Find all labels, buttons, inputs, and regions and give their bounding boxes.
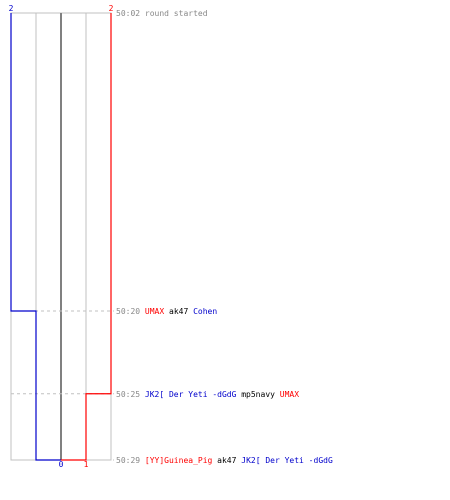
event-weapon: ak47 [217, 456, 241, 465]
axis-tick-label: 2 [109, 4, 114, 13]
event-time: 50:20 [116, 307, 145, 316]
event-row: 50:25 JK2[ Der Yeti -dGdG mp5navy UMAX [116, 390, 299, 399]
event-player: JK2[ Der Yeti -dGdG [145, 390, 241, 399]
event-weapon: ak47 [169, 307, 193, 316]
event-row: 50:20 UMAX ak47 Cohen [116, 307, 217, 316]
event-player: JK2[ Der Yeti -dGdG [241, 456, 333, 465]
event-player: UMAX [280, 390, 299, 399]
axis-tick-label: 1 [84, 460, 89, 469]
event-player: [YY]Guinea_Pig [145, 456, 217, 465]
event-player: UMAX [145, 307, 169, 316]
event-weapon: mp5navy [241, 390, 280, 399]
axis-tick-label: 2 [9, 4, 14, 13]
series-line-blue [10, 13, 61, 461]
event-message: round started [145, 9, 208, 18]
event-time: 50:25 [116, 390, 145, 399]
event-time: 50:29 [116, 456, 145, 465]
event-row: 50:29 [YY]Guinea_Pig ak47 JK2[ Der Yeti … [116, 456, 333, 465]
series-line-red [61, 13, 112, 461]
event-row: 50:02 round started [116, 9, 208, 18]
axis-tick-label: 0 [59, 460, 64, 469]
event-time: 50:02 [116, 9, 145, 18]
event-player: Cohen [193, 307, 217, 316]
